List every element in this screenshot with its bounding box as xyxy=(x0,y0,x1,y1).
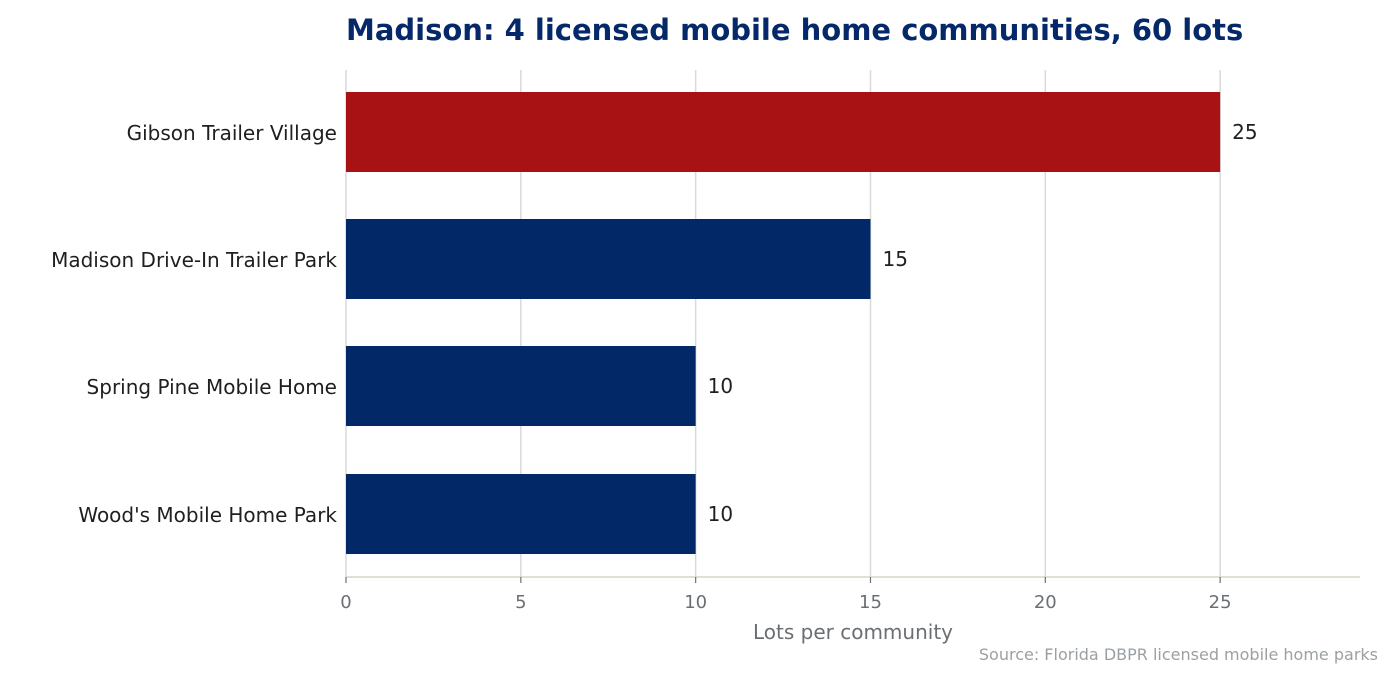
bar xyxy=(346,474,696,554)
category-labels: Gibson Trailer Village Madison Drive-In T… xyxy=(51,121,337,527)
value-labels: 25 15 10 10 xyxy=(708,120,1258,526)
bar xyxy=(346,92,1221,172)
value-label: 10 xyxy=(708,502,733,526)
x-tick-label: 0 xyxy=(340,592,351,613)
category-label: Madison Drive-In Trailer Park xyxy=(51,248,337,272)
category-label: Wood's Mobile Home Park xyxy=(78,503,337,527)
bar xyxy=(346,219,871,299)
source-note: Source: Florida DBPR licensed mobile hom… xyxy=(979,645,1378,664)
x-tick-label: 10 xyxy=(684,592,707,613)
x-tick-label: 20 xyxy=(1034,592,1057,613)
x-axis-ticks: 0 5 10 15 20 25 xyxy=(340,577,1232,613)
category-label: Gibson Trailer Village xyxy=(127,121,337,145)
category-label: Spring Pine Mobile Home xyxy=(87,375,337,399)
x-tick-label: 5 xyxy=(515,592,526,613)
value-label: 25 xyxy=(1232,120,1257,144)
value-label: 10 xyxy=(708,374,733,398)
bar xyxy=(346,346,696,426)
bars xyxy=(346,92,1221,554)
x-axis-title: Lots per community xyxy=(753,620,953,644)
chart-title: Madison: 4 licensed mobile home communit… xyxy=(346,13,1243,47)
value-label: 15 xyxy=(882,247,907,271)
x-tick-label: 25 xyxy=(1209,592,1232,613)
x-tick-label: 15 xyxy=(859,592,882,613)
